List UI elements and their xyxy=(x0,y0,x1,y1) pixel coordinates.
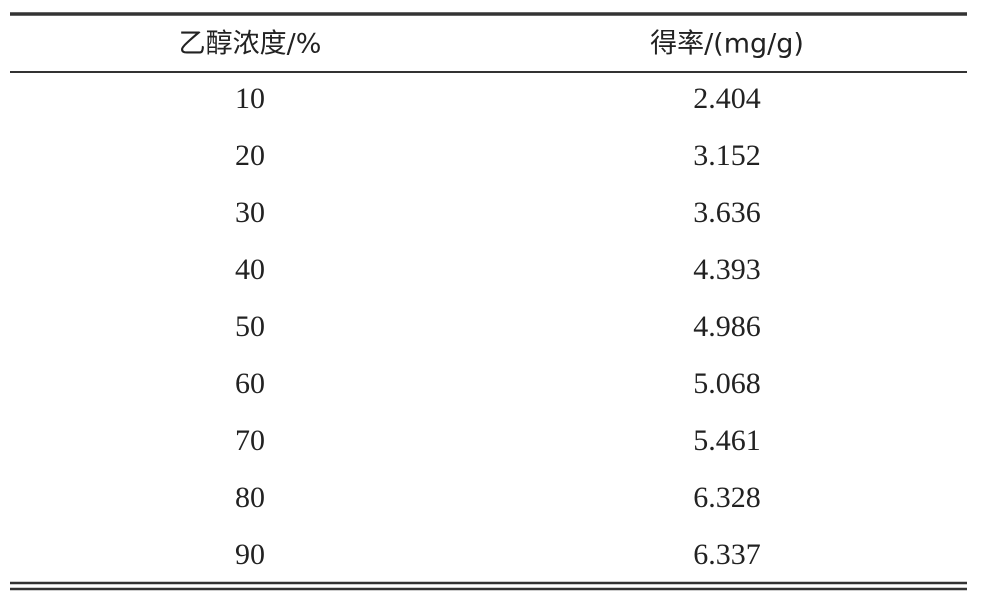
table-cell: 2.404 xyxy=(693,82,761,115)
table-cell: 6.328 xyxy=(693,481,761,514)
table-cell: 4.393 xyxy=(693,253,761,286)
table-cell: 6.337 xyxy=(693,538,761,571)
table-cell: 50 xyxy=(235,310,265,343)
table-cell: 5.461 xyxy=(693,424,761,457)
table-cell: 5.068 xyxy=(693,367,761,400)
table-cell: 4.986 xyxy=(693,310,761,343)
table-cell: 10 xyxy=(235,82,265,115)
table-cell: 60 xyxy=(235,367,265,400)
table-cell: 3.152 xyxy=(693,139,761,172)
column-header: 得率/(mg/g) xyxy=(650,29,804,60)
table-cell: 3.636 xyxy=(693,196,761,229)
table-cell: 80 xyxy=(235,481,265,514)
table-cell: 90 xyxy=(235,538,265,571)
table-cell: 30 xyxy=(235,196,265,229)
table-cell: 40 xyxy=(235,253,265,286)
column-header: 乙醇浓度/% xyxy=(179,29,322,60)
table-cell: 70 xyxy=(235,424,265,457)
table-cell: 20 xyxy=(235,139,265,172)
